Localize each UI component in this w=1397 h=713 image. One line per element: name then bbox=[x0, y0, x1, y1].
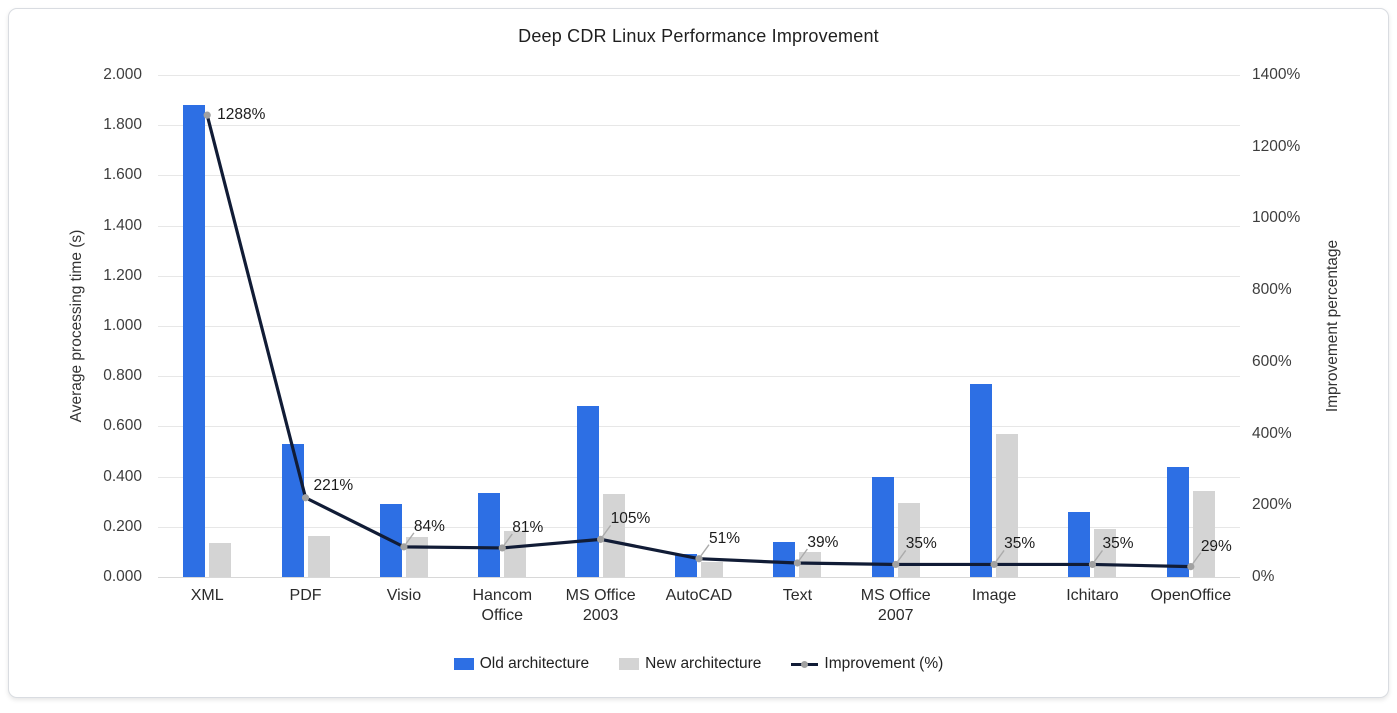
x-axis-label: Ichitaro bbox=[1066, 587, 1119, 604]
bar-new-architecture bbox=[1192, 491, 1215, 577]
improvement-data-label: 1288% bbox=[217, 106, 266, 124]
bar-new-architecture bbox=[602, 493, 625, 577]
right-axis-title: Improvement percentage bbox=[1324, 239, 1341, 413]
left-axis-tick: 0.400 bbox=[103, 467, 142, 485]
right-axis-tick: 1200% bbox=[1252, 137, 1301, 155]
left-axis-tick: 1.600 bbox=[103, 166, 142, 184]
bar-new-architecture bbox=[701, 561, 723, 577]
right-axis-tick: 1000% bbox=[1252, 209, 1301, 227]
improvement-data-label: 81% bbox=[512, 518, 544, 536]
right-axis-tick: 600% bbox=[1252, 352, 1292, 370]
legend-item-new-architecture: New architecture bbox=[619, 655, 761, 673]
improvement-data-label: 35% bbox=[1004, 535, 1036, 553]
left-axis-tick: 1.200 bbox=[103, 266, 142, 284]
legend-item-old-architecture: Old architecture bbox=[453, 655, 590, 673]
bar-old-architecture bbox=[970, 383, 993, 577]
bar-old-architecture bbox=[773, 541, 796, 577]
bar-new-architecture bbox=[209, 542, 232, 577]
improvement-data-label: 84% bbox=[413, 517, 445, 535]
x-axis-label: MS Office 2007 bbox=[860, 587, 931, 624]
x-axis-label: OpenOffice bbox=[1150, 587, 1232, 604]
left-axis-title: Average processing time (s) bbox=[68, 229, 85, 423]
improvement-line-layer bbox=[203, 111, 1202, 571]
plot-area: 1288% 221% 84% 81% 105% 51% 39% 35% 35% 35% 29% bbox=[158, 75, 1240, 577]
improvement-data-label: 29% bbox=[1200, 537, 1232, 555]
bar-old-architecture bbox=[1068, 511, 1091, 577]
x-axis-label: MS Office 2003 bbox=[565, 587, 636, 624]
improvement-data-label: 51% bbox=[709, 529, 741, 547]
legend-swatch-old-architecture bbox=[453, 658, 474, 670]
legend-item-improvement: Improvement (%) bbox=[791, 655, 943, 673]
improvement-data-label: 35% bbox=[1102, 535, 1134, 553]
bar-old-architecture bbox=[183, 105, 206, 577]
x-axis-label: PDF bbox=[289, 587, 322, 604]
bar-old-architecture bbox=[478, 492, 501, 577]
improvement-line bbox=[205, 114, 1191, 569]
left-axis-tick: 1.000 bbox=[103, 317, 142, 334]
x-axis-label: Hancom Office bbox=[472, 587, 533, 624]
bar-new-architecture bbox=[405, 537, 428, 577]
bar-old-architecture bbox=[576, 406, 599, 577]
bar-old-architecture bbox=[281, 443, 304, 577]
bar-old-architecture bbox=[379, 504, 402, 577]
improvement-data-label: 39% bbox=[807, 534, 839, 552]
bar-new-architecture bbox=[799, 551, 822, 577]
x-axis-label: Visio bbox=[386, 587, 422, 604]
legend-swatch-improvement-line bbox=[791, 658, 819, 670]
right-axis-tick: 800% bbox=[1252, 281, 1292, 299]
bar-old-architecture bbox=[871, 476, 894, 577]
improvement-data-label: 105% bbox=[610, 510, 651, 528]
right-axis-tick: 1400% bbox=[1252, 66, 1301, 83]
legend-label-old-architecture: Old architecture bbox=[479, 655, 590, 672]
left-axis-tick: 0.800 bbox=[103, 367, 142, 385]
x-axis-label: Text bbox=[782, 587, 813, 604]
left-axis-tick: 1.400 bbox=[103, 216, 142, 234]
chart-title: Deep CDR Linux Performance Improvement bbox=[518, 26, 879, 46]
left-axis-tick: 2.000 bbox=[103, 66, 142, 83]
left-axis-tick: 0.600 bbox=[103, 417, 142, 435]
x-axis-label: AutoCAD bbox=[665, 587, 733, 604]
x-axis-label: XML bbox=[190, 587, 224, 604]
left-axis-tick: 0.000 bbox=[103, 568, 142, 585]
x-axis-label: Image bbox=[971, 587, 1017, 604]
bar-old-architecture bbox=[1166, 466, 1189, 577]
legend: Old architecture New architecture Improv… bbox=[0, 655, 1397, 673]
gridline bbox=[158, 75, 1240, 76]
left-axis-tick: 1.800 bbox=[103, 116, 142, 134]
left-axis-tick: 0.200 bbox=[103, 517, 142, 535]
bar-old-architecture bbox=[675, 554, 697, 577]
bar-new-architecture bbox=[504, 530, 527, 577]
bar-new-architecture bbox=[996, 433, 1019, 577]
legend-label-improvement: Improvement (%) bbox=[824, 655, 944, 672]
improvement-data-label: 221% bbox=[313, 476, 354, 494]
legend-swatch-new-architecture bbox=[619, 658, 640, 670]
data-label-leader bbox=[700, 544, 710, 557]
legend-label-new-architecture: New architecture bbox=[645, 655, 762, 672]
gridline bbox=[158, 577, 1240, 578]
right-axis-tick: 400% bbox=[1252, 424, 1292, 442]
right-axis-tick: 0% bbox=[1252, 568, 1275, 585]
right-axis-tick: 200% bbox=[1252, 496, 1292, 514]
bar-new-architecture bbox=[307, 535, 330, 577]
improvement-data-label: 35% bbox=[905, 535, 937, 553]
